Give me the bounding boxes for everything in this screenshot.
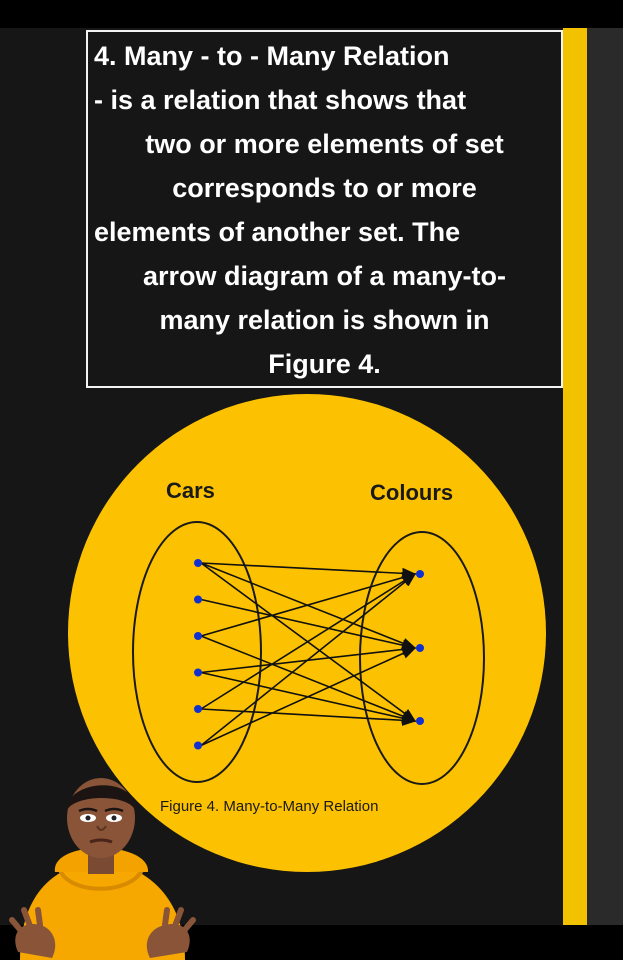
heading-line-7: many relation is shown in [159,305,490,335]
set-b-ellipse [359,531,485,785]
set-a-element-5 [194,705,202,713]
mapping-arrow-12 [200,647,417,747]
mapping-arrow-11 [200,572,417,747]
heading-line-8: Figure 4. [268,349,381,379]
heading-line-2: - is a relation that shows that [94,85,467,115]
heading-line-4: corresponds to or more [172,173,477,203]
heading-line-3: two or more elements of set [145,129,504,159]
mapping-arrow-10 [200,708,417,726]
set-b-label: Colours [370,480,454,505]
diagram-circle-background [68,394,546,872]
mascot-illustration [9,778,196,960]
gold-accent-bar [563,28,587,925]
mapping-arrow-1 [200,562,417,579]
mapping-arrow-5 [200,572,417,637]
heading-line-1: 4. Many - to - Many Relation [94,41,450,71]
set-a-element-3 [194,632,202,640]
figure-caption: Figure 4. Many-to-Many Relation [160,798,379,815]
definition-textbox: 4. Many - to - Many Relation - is a rela… [86,30,563,388]
heading-line-6: arrow diagram of a many-to- [142,261,507,291]
mapping-arrow-9 [200,573,417,710]
set-b-element-1 [416,570,424,578]
set-a-element-2 [194,595,202,604]
set-b-element-2 [416,644,424,652]
set-a-element-6 [194,741,202,750]
mapping-arrow-4 [200,598,417,651]
heading-line-5: elements of another set. The [94,217,461,247]
set-a-label: Cars [166,478,215,503]
set-a-element-4 [194,668,202,677]
set-a-ellipse [132,521,262,783]
mapping-arrow-6 [200,635,417,722]
set-a-element-1 [194,559,202,567]
set-b-element-3 [416,717,424,725]
right-edge-strip [587,28,623,925]
